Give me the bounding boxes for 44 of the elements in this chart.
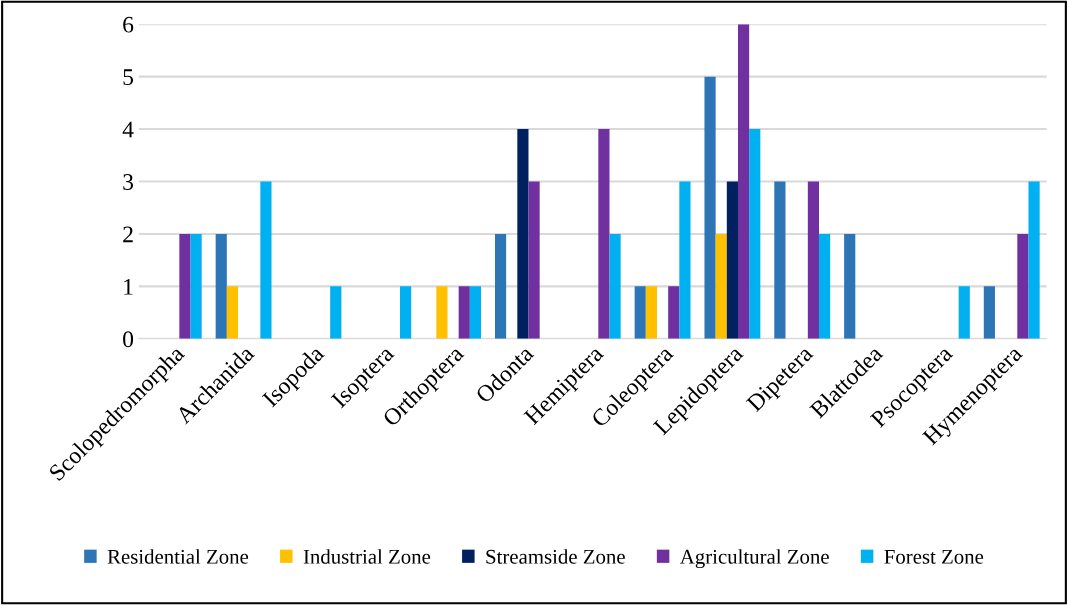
bar — [1017, 233, 1029, 339]
legend-label: Forest Zone — [884, 549, 984, 564]
bar — [737, 24, 750, 339]
bar — [749, 129, 761, 339]
bar — [517, 129, 529, 339]
bar — [494, 233, 507, 339]
bar — [458, 286, 470, 339]
bar — [679, 181, 691, 339]
bar — [330, 286, 342, 339]
y-tick-label: 1 — [124, 278, 133, 295]
bar — [983, 286, 995, 339]
y-tick-label: 4 — [122, 121, 134, 138]
bar — [1028, 181, 1040, 339]
bar — [844, 233, 856, 339]
bar — [645, 286, 657, 339]
bar — [609, 233, 621, 339]
y-tick-label: 2 — [123, 226, 133, 243]
bar — [528, 181, 540, 339]
bar — [400, 286, 412, 339]
bar — [704, 76, 716, 339]
y-tick-label: 5 — [123, 69, 134, 86]
bar — [260, 181, 272, 339]
y-tick-label: 3 — [123, 174, 134, 190]
bar — [190, 233, 202, 339]
legend-label: Industrial Zone — [303, 549, 431, 564]
bar — [226, 286, 238, 339]
bar — [436, 286, 448, 339]
bar — [818, 233, 831, 339]
bar — [715, 233, 727, 339]
bar — [215, 233, 227, 339]
y-tick-label: 0 — [123, 331, 134, 348]
bar — [469, 286, 482, 339]
legend-label: Streamside Zone — [486, 549, 625, 564]
bar — [668, 286, 680, 339]
legend-label: Residential Zone — [107, 549, 249, 564]
bar — [598, 129, 610, 339]
bar — [958, 286, 970, 339]
bar — [807, 181, 819, 339]
bar — [726, 181, 738, 339]
bar — [179, 233, 191, 339]
y-tick-label: 6 — [123, 16, 134, 33]
bar — [634, 286, 646, 339]
legend-label: Agricultural Zone — [679, 549, 829, 569]
bar — [774, 181, 786, 339]
